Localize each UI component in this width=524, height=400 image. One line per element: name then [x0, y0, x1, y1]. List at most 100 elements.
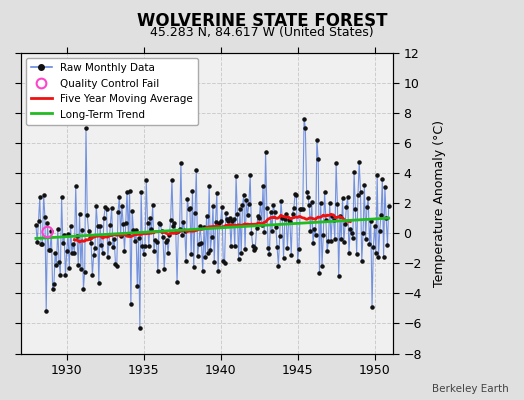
Point: [350, 169, 358, 176]
Point: [110, 236, 118, 242]
Point: [148, 202, 157, 209]
Text: Berkeley Earth: Berkeley Earth: [432, 384, 508, 394]
Point: [151, 237, 159, 244]
Point: [271, 223, 280, 230]
Point: [129, 227, 138, 234]
Point: [346, 226, 354, 232]
Point: [88, 272, 96, 278]
Point: [147, 226, 156, 232]
Point: [95, 279, 103, 286]
Point: [364, 195, 373, 202]
Point: [81, 268, 89, 275]
Point: [134, 235, 143, 242]
Point: [150, 248, 158, 254]
Point: [286, 219, 294, 226]
Point: [242, 197, 250, 204]
Point: [337, 236, 345, 242]
Point: [128, 208, 136, 214]
Point: [383, 242, 391, 248]
Point: [248, 243, 257, 250]
Point: [244, 212, 252, 218]
Point: [33, 239, 41, 245]
Point: [311, 232, 320, 239]
Point: [99, 250, 107, 256]
Point: [210, 258, 219, 265]
Point: [320, 189, 329, 196]
Point: [255, 215, 264, 221]
Point: [93, 222, 102, 229]
Point: [185, 205, 194, 211]
Point: [183, 196, 191, 202]
Point: [200, 224, 208, 230]
Point: [179, 218, 188, 225]
Point: [51, 249, 59, 256]
Point: [267, 209, 275, 215]
Point: [382, 215, 390, 221]
Point: [101, 203, 110, 210]
Point: [345, 250, 353, 256]
Point: [291, 191, 299, 197]
Text: 45.283 N, 84.617 W (United States): 45.283 N, 84.617 W (United States): [150, 26, 374, 39]
Point: [53, 226, 62, 232]
Point: [328, 212, 336, 219]
Point: [362, 236, 370, 242]
Point: [301, 125, 310, 131]
Point: [107, 204, 116, 211]
Point: [336, 213, 344, 219]
Point: [171, 229, 180, 236]
Point: [187, 251, 195, 257]
Point: [322, 217, 330, 223]
Point: [305, 202, 313, 208]
Point: [233, 211, 242, 217]
Point: [48, 286, 57, 292]
Point: [154, 268, 162, 274]
Point: [152, 239, 161, 245]
Point: [214, 268, 222, 275]
Point: [234, 256, 243, 262]
Point: [340, 239, 348, 245]
Point: [92, 203, 101, 210]
Point: [141, 242, 149, 249]
Point: [123, 188, 131, 195]
Point: [133, 283, 141, 290]
Point: [246, 172, 254, 178]
Point: [219, 258, 227, 264]
Point: [125, 188, 134, 194]
Point: [277, 198, 285, 204]
Point: [202, 212, 211, 219]
Point: [369, 244, 377, 250]
Point: [228, 218, 236, 224]
Point: [190, 264, 198, 270]
Point: [116, 232, 125, 239]
Point: [87, 240, 95, 247]
Point: [70, 249, 79, 256]
Point: [351, 206, 359, 212]
Point: [288, 211, 297, 217]
Point: [192, 167, 201, 173]
Point: [370, 222, 379, 229]
Point: [342, 204, 351, 210]
Point: [259, 183, 267, 189]
Point: [55, 258, 63, 265]
Point: [231, 243, 239, 250]
Point: [341, 220, 350, 227]
Point: [46, 247, 54, 254]
Point: [65, 264, 73, 271]
Point: [263, 205, 271, 211]
Point: [124, 231, 133, 237]
Point: [319, 232, 328, 238]
Point: [260, 229, 268, 236]
Point: [59, 240, 67, 246]
Point: [47, 228, 56, 234]
Point: [360, 182, 368, 188]
Point: [96, 223, 104, 229]
Point: [74, 262, 82, 268]
Point: [367, 218, 375, 224]
Point: [206, 246, 215, 253]
Point: [323, 248, 331, 254]
Point: [114, 208, 122, 215]
Point: [264, 245, 272, 252]
Point: [270, 209, 279, 215]
Point: [222, 210, 230, 216]
Point: [377, 212, 385, 218]
